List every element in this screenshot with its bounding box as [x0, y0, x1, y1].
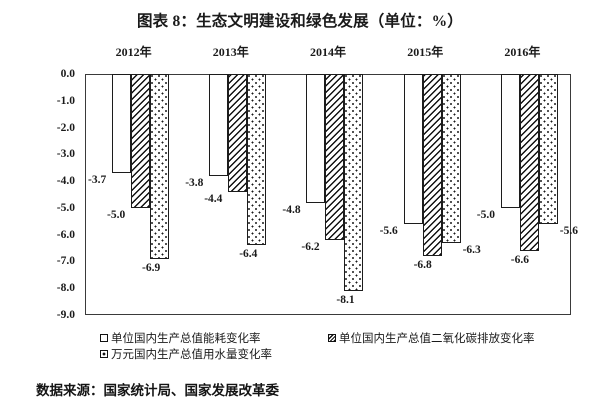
y-axis-tick-label-5: -5.0: [56, 201, 75, 214]
x-axis-label-1: 2013年: [212, 45, 249, 59]
y-axis-tick-label-8: -8.0: [56, 282, 75, 295]
x-axis-category-labels: 2012年 2013年 2014年 2015年 2016年: [85, 43, 571, 61]
y-axis-tick-label-7: -7.0: [56, 255, 75, 268]
bar-group-2016年: -5.0 -6.6 -5.6: [474, 74, 578, 315]
y-axis-tick-label-9: -9.0: [56, 309, 75, 321]
x-axis-label-4: 2016年: [504, 45, 541, 59]
bar-value-2016年-series-0: -5.0: [476, 208, 496, 221]
legend-label-2: 万元国内生产总值用水量变化率: [111, 349, 272, 361]
bar-2014年-series-0[interactable]: [306, 74, 326, 203]
legend-item-1[interactable]: 单位国内生产总值二氧化碳排放变化率: [328, 330, 535, 346]
bar-group-2013年: -3.8 -4.4 -6.4: [182, 74, 279, 315]
bar-value-2016年-series-2: -5.6: [559, 224, 579, 237]
bar-value-2013年-series-0: -3.8: [185, 176, 204, 189]
legend-label-1: 单位国内生产总值二氧化碳排放变化率: [339, 333, 535, 345]
legend-swatch-icon-0: [100, 334, 108, 342]
bar-value-2014年-series-1: -6.2: [301, 241, 320, 254]
bar-2015年-series-1[interactable]: [422, 74, 442, 257]
bar-value-2015年-series-0: -5.6: [379, 224, 398, 237]
bar-value-2015年-series-1: -6.8: [413, 259, 432, 272]
bar-2016年-series-1[interactable]: [519, 74, 539, 251]
bars-layer: -3.7 -5.0 -6.9 -3.8 -4.4 -6.4 -4.8 -6.2 -8.1 -5.6…: [85, 74, 578, 315]
bar-value-2013年-series-2: -6.4: [239, 248, 258, 261]
bar-2012年-series-2[interactable]: [150, 74, 169, 259]
chart-legend: 单位国内生产总值能耗变化率 单位国内生产总值二氧化碳排放变化率万元国内生产总值用水…: [100, 330, 580, 364]
bar-2014年-series-1[interactable]: [325, 74, 345, 241]
bar-2013年-series-1[interactable]: [228, 74, 248, 192]
y-axis-tick-label-4: -4.0: [56, 175, 75, 188]
y-axis-tick-label-6: -6.0: [56, 228, 75, 241]
chart-title: 图表 8：生态文明建设和绿色发展（单位：%）: [136, 13, 464, 30]
bar-group-2015年: -5.6 -6.8 -6.3: [377, 74, 481, 315]
bar-2012年-series-1[interactable]: [131, 74, 150, 208]
bar-2013年-series-2[interactable]: [247, 74, 267, 246]
bar-value-2014年-series-2: -8.1: [336, 293, 355, 306]
x-axis-label-3: 2015年: [407, 45, 444, 59]
bar-value-2016年-series-1: -6.6: [510, 253, 530, 266]
legend-label-0: 单位国内生产总值能耗变化率: [111, 333, 261, 345]
bar-value-2012年-series-0: -3.7: [88, 174, 107, 187]
y-axis-tick-label-0: 0.0: [60, 68, 75, 80]
bar-value-2015年-series-2: -6.3: [462, 243, 481, 256]
bar-2015年-series-0[interactable]: [403, 74, 423, 224]
legend-item-0[interactable]: 单位国内生产总值能耗变化率: [100, 330, 261, 346]
bar-value-2012年-series-2: -6.9: [142, 261, 161, 274]
y-axis-tick-label-2: -2.0: [56, 121, 75, 134]
legend-item-2[interactable]: 万元国内生产总值用水量变化率: [100, 346, 272, 362]
bar-group-2012年: -3.7 -5.0 -6.9: [85, 74, 182, 315]
bar-2013年-series-0[interactable]: [209, 74, 229, 176]
x-axis-label-0: 2012年: [115, 45, 152, 59]
bar-2012年-series-0[interactable]: [112, 74, 131, 174]
bar-2015年-series-2[interactable]: [441, 74, 461, 243]
legend-swatch-icon-1: [328, 334, 336, 342]
bar-group-2014年: -4.8 -6.2 -8.1: [279, 74, 376, 315]
bar-2016年-series-0[interactable]: [500, 74, 520, 208]
x-axis-label-2: 2014年: [310, 45, 347, 59]
bar-value-2012年-series-1: -5.0: [107, 208, 126, 221]
bar-2016年-series-2[interactable]: [538, 74, 558, 224]
bar-value-2014年-series-0: -4.8: [282, 203, 301, 216]
y-axis-tick-label-1: -1.0: [56, 94, 75, 107]
y-axis-tick-label-3: -3.0: [56, 148, 75, 161]
bar-value-2013年-series-1: -4.4: [204, 192, 223, 205]
source-note: 数据来源：国家统计局、国家发展改革委: [36, 383, 279, 398]
y-axis: 0.0 -1.0 -2.0 -3.0 -4.0 -5.0 -6.0 -7.0 -8.0 -9.0: [0, 68, 90, 321]
bar-2014年-series-2[interactable]: [344, 74, 364, 291]
legend-swatch-icon-2: [100, 350, 108, 358]
